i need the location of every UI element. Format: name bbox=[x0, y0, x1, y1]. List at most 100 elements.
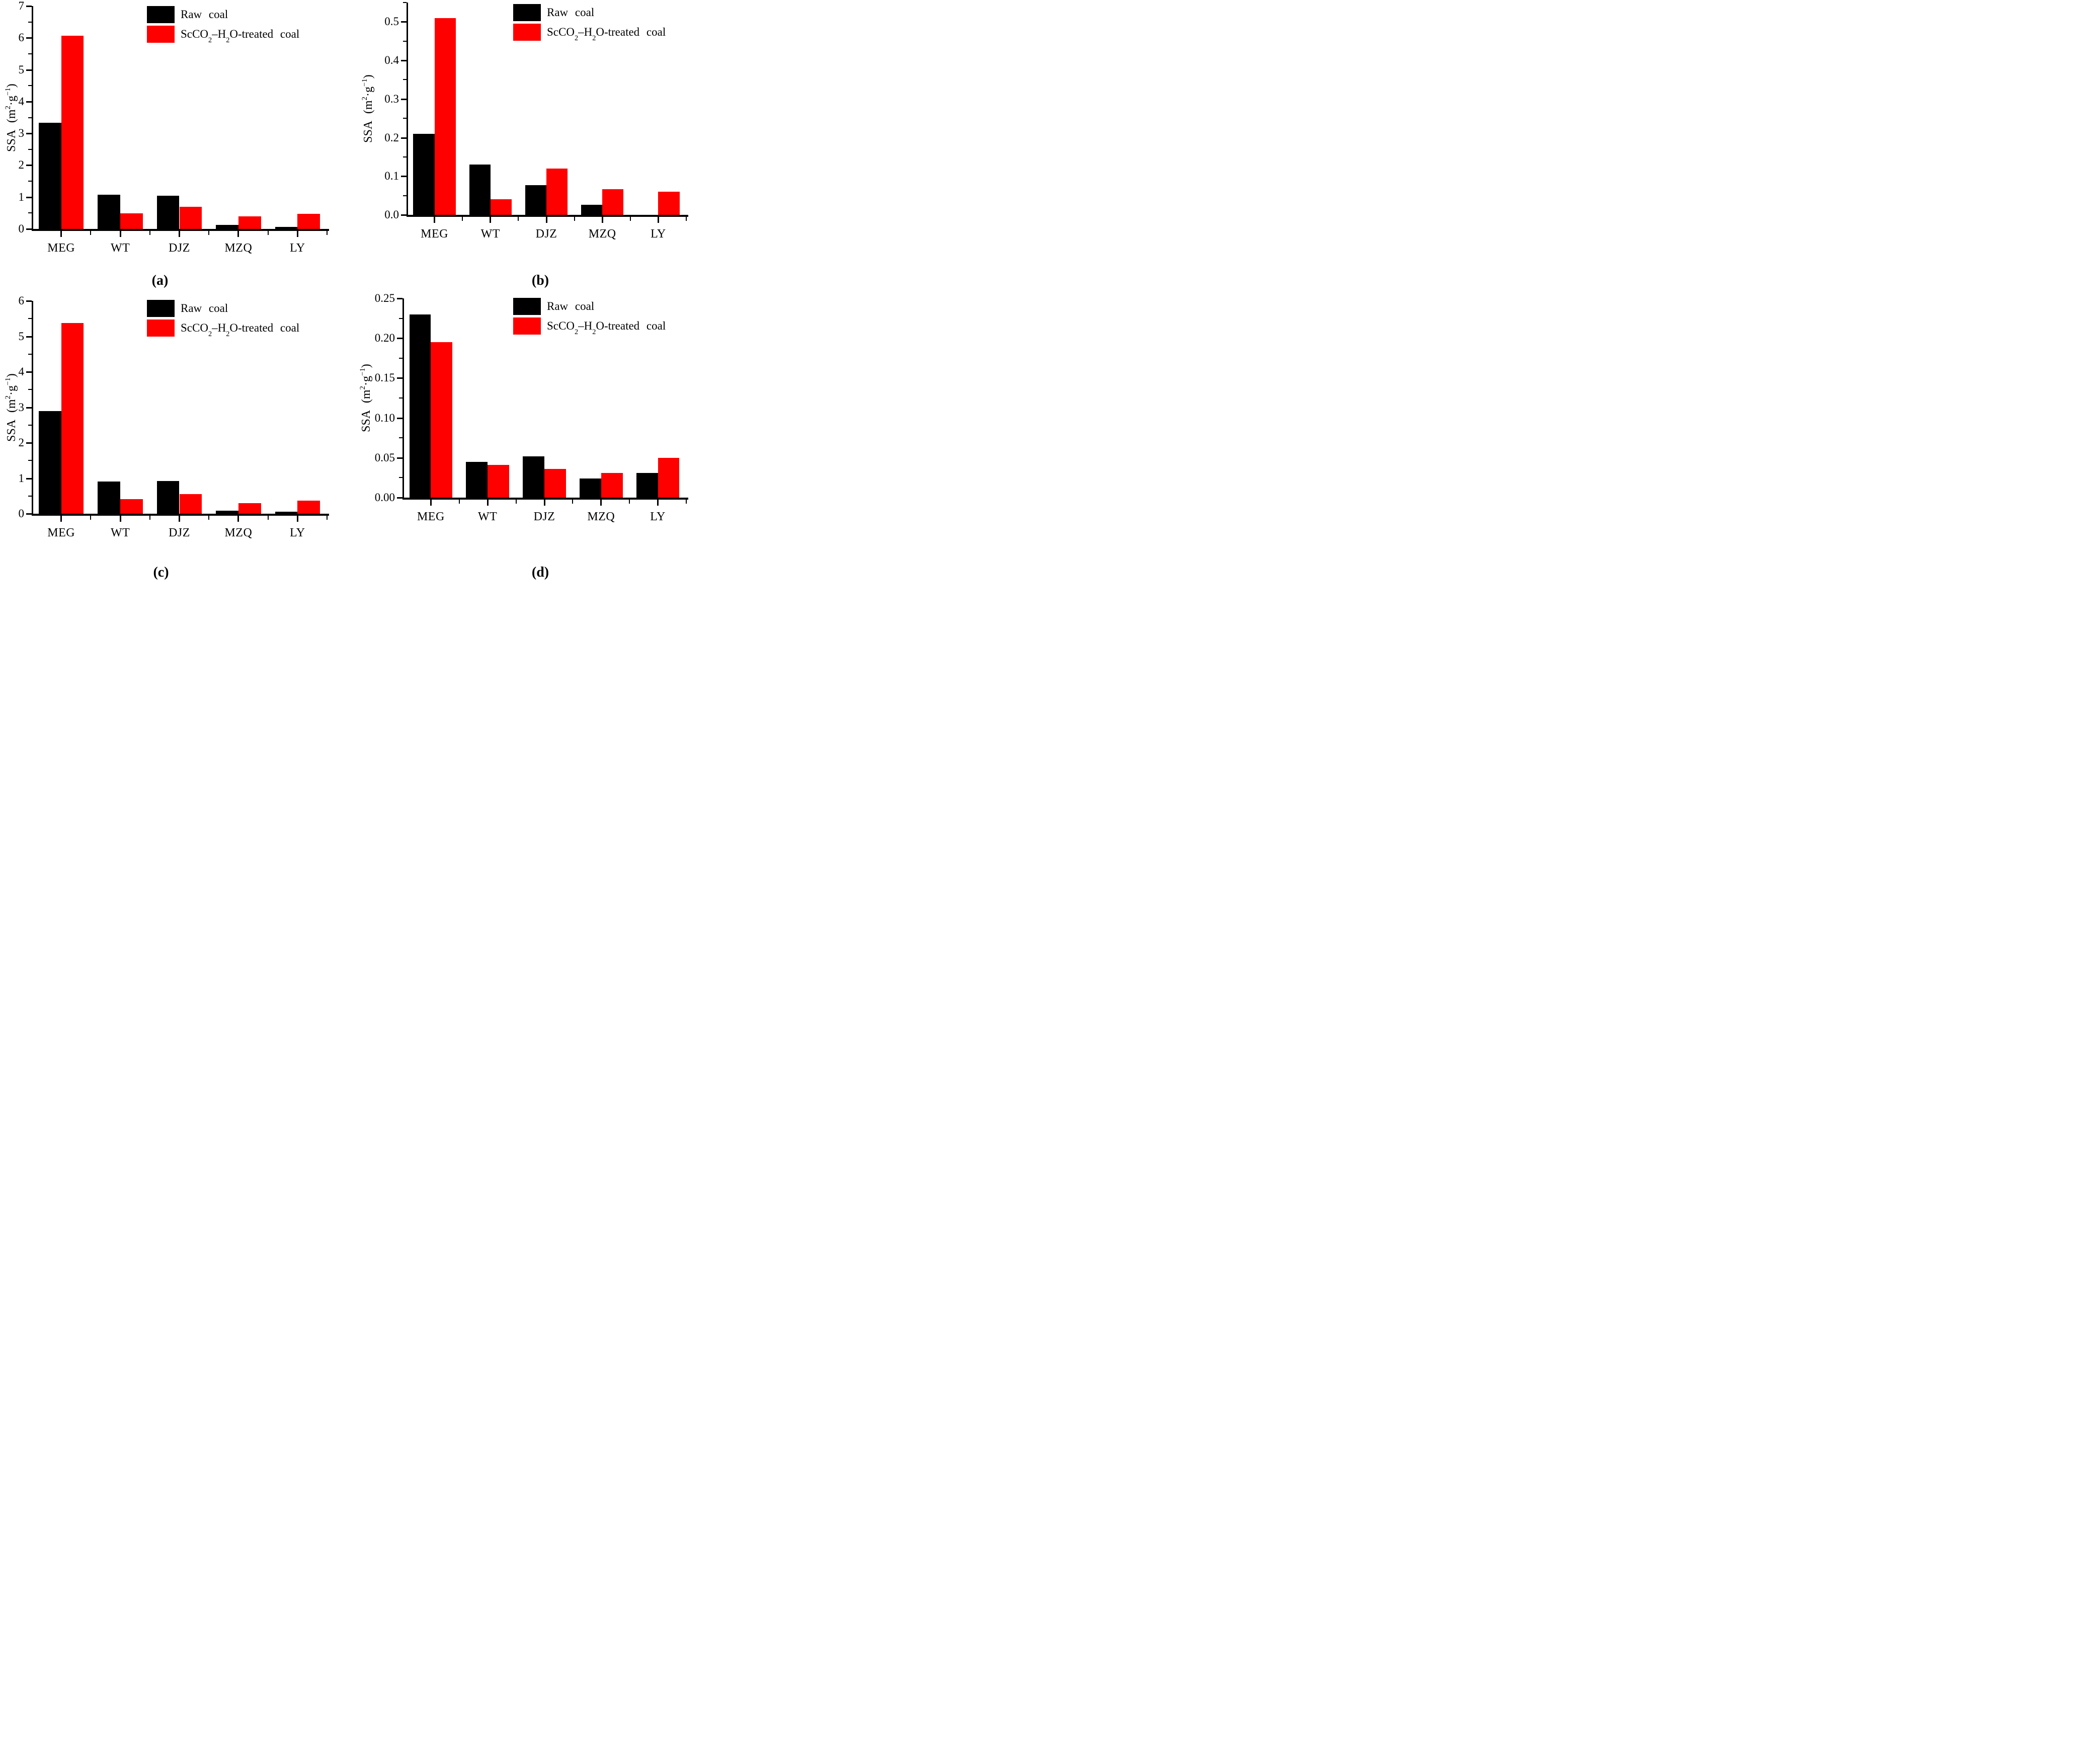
legend-item-raw: Raw coal bbox=[513, 4, 666, 21]
y-major-tick bbox=[26, 407, 32, 409]
y-major-tick bbox=[26, 37, 32, 39]
legend-swatch-treated bbox=[147, 26, 175, 43]
x-minor-tick bbox=[574, 217, 575, 221]
y-tick-label: 2 bbox=[18, 436, 25, 449]
y-major-tick bbox=[401, 60, 407, 62]
y-major-tick bbox=[397, 298, 402, 299]
y-minor-tick bbox=[399, 317, 402, 319]
x-minor-tick bbox=[149, 231, 150, 235]
y-minor-tick bbox=[28, 460, 32, 461]
legend-swatch-raw bbox=[147, 300, 175, 317]
bar-treated-meg bbox=[61, 36, 84, 230]
x-minor-tick bbox=[90, 516, 92, 520]
x-tick-label-meg: MEG bbox=[47, 242, 75, 255]
y-tick-label: 4 bbox=[18, 95, 25, 108]
bar-raw-ly bbox=[275, 226, 298, 230]
y-tick-label: 0.00 bbox=[374, 491, 395, 504]
legend: Raw coal ScCO2–H2O-treated coal bbox=[513, 298, 666, 337]
y-major-tick bbox=[26, 101, 32, 103]
plot-area: 0.0 0.1 0.2 0.3 0.4 0.5 MEG WT DJZ MZQ LY bbox=[350, 0, 700, 293]
legend-swatch-raw bbox=[513, 298, 541, 315]
y-tick-label: 0.2 bbox=[384, 131, 399, 144]
x-tick-label-ly: LY bbox=[290, 242, 305, 255]
y-minor-tick bbox=[28, 389, 32, 390]
x-major-tick bbox=[237, 516, 239, 522]
x-minor-tick bbox=[90, 231, 92, 235]
x-minor-tick bbox=[267, 231, 269, 235]
y-major-tick bbox=[401, 137, 407, 139]
x-tick-label-ly: LY bbox=[651, 227, 666, 241]
y-tick-label: 0 bbox=[18, 507, 25, 520]
legend-label-raw: Raw coal bbox=[547, 6, 595, 19]
bar-raw-djz bbox=[525, 185, 546, 216]
y-axis-line bbox=[32, 301, 33, 516]
x-major-tick bbox=[601, 217, 603, 223]
x-minor-tick bbox=[629, 500, 630, 504]
x-major-tick bbox=[434, 217, 436, 223]
y-tick-label: 3 bbox=[18, 401, 25, 414]
y-major-tick bbox=[401, 176, 407, 178]
x-tick-label-meg: MEG bbox=[417, 510, 445, 523]
bar-treated-wt bbox=[120, 213, 143, 230]
y-major-tick bbox=[26, 228, 32, 230]
bar-raw-djz bbox=[156, 481, 180, 515]
y-tick-label: 2 bbox=[18, 158, 25, 172]
y-major-tick bbox=[397, 417, 402, 419]
legend-item-treated: ScCO2–H2O-treated coal bbox=[513, 24, 666, 42]
bar-raw-ly bbox=[275, 511, 298, 515]
x-minor-tick bbox=[572, 500, 574, 504]
x-minor-tick bbox=[629, 217, 631, 221]
x-major-tick bbox=[487, 500, 489, 506]
y-tick-label: 1 bbox=[18, 190, 25, 203]
y-minor-tick bbox=[28, 181, 32, 182]
bar-raw-wt bbox=[469, 165, 491, 216]
x-major-tick bbox=[430, 500, 432, 506]
legend-swatch-treated bbox=[147, 320, 175, 337]
legend-label-raw: Raw coal bbox=[181, 302, 228, 315]
bar-raw-wt bbox=[98, 194, 121, 230]
y-minor-tick bbox=[403, 79, 407, 81]
bar-treated-mzq bbox=[238, 216, 261, 230]
x-tick-label-djz: DJZ bbox=[169, 526, 190, 539]
y-tick-label: 0.20 bbox=[374, 332, 395, 345]
bar-treated-ly bbox=[297, 214, 320, 230]
bar-raw-meg bbox=[409, 314, 431, 499]
panel-letter: (b) bbox=[531, 273, 549, 288]
legend-label-treated: ScCO2–H2O-treated coal bbox=[547, 320, 666, 336]
x-tick-label-djz: DJZ bbox=[533, 510, 555, 523]
y-tick-label: 3 bbox=[18, 127, 25, 140]
panel-letter: (a) bbox=[151, 273, 169, 288]
x-minor-tick bbox=[327, 516, 328, 520]
bar-treated-wt bbox=[120, 499, 143, 515]
y-minor-tick bbox=[28, 424, 32, 426]
bar-treated-meg bbox=[61, 323, 84, 515]
bar-treated-djz bbox=[179, 206, 202, 230]
y-major-tick bbox=[26, 371, 32, 373]
y-tick-label: 6 bbox=[18, 294, 25, 307]
legend-swatch-treated bbox=[513, 24, 541, 41]
legend-label-treated: ScCO2–H2O-treated coal bbox=[547, 26, 666, 42]
bar-raw-mzq bbox=[581, 205, 603, 216]
plot-area: 0 1 2 3 4 5 6 7 MEG WT DJZ MZQ LY bbox=[0, 0, 350, 293]
y-minor-tick bbox=[403, 156, 407, 157]
bar-treated-ly bbox=[658, 191, 680, 216]
y-tick-label: 0 bbox=[18, 222, 25, 235]
y-minor-tick bbox=[399, 357, 402, 359]
x-minor-tick bbox=[518, 217, 519, 221]
legend-label-raw: Raw coal bbox=[547, 300, 595, 313]
bar-raw-mzq bbox=[579, 478, 601, 499]
x-major-tick bbox=[600, 500, 602, 506]
bar-treated-mzq bbox=[602, 189, 624, 216]
x-minor-tick bbox=[208, 231, 210, 235]
x-tick-label-mzq: MZQ bbox=[224, 526, 253, 539]
x-tick-label-ly: LY bbox=[290, 526, 305, 539]
y-major-tick bbox=[26, 336, 32, 338]
bar-treated-mzq bbox=[601, 472, 623, 499]
y-minor-tick bbox=[28, 117, 32, 118]
legend-swatch-raw bbox=[147, 6, 175, 23]
x-tick-label-meg: MEG bbox=[421, 227, 449, 241]
y-minor-tick bbox=[28, 495, 32, 497]
y-axis-title: SSA (m2·g−1) bbox=[359, 364, 373, 432]
bar-treated-ly bbox=[297, 500, 320, 515]
x-major-tick bbox=[296, 231, 298, 237]
